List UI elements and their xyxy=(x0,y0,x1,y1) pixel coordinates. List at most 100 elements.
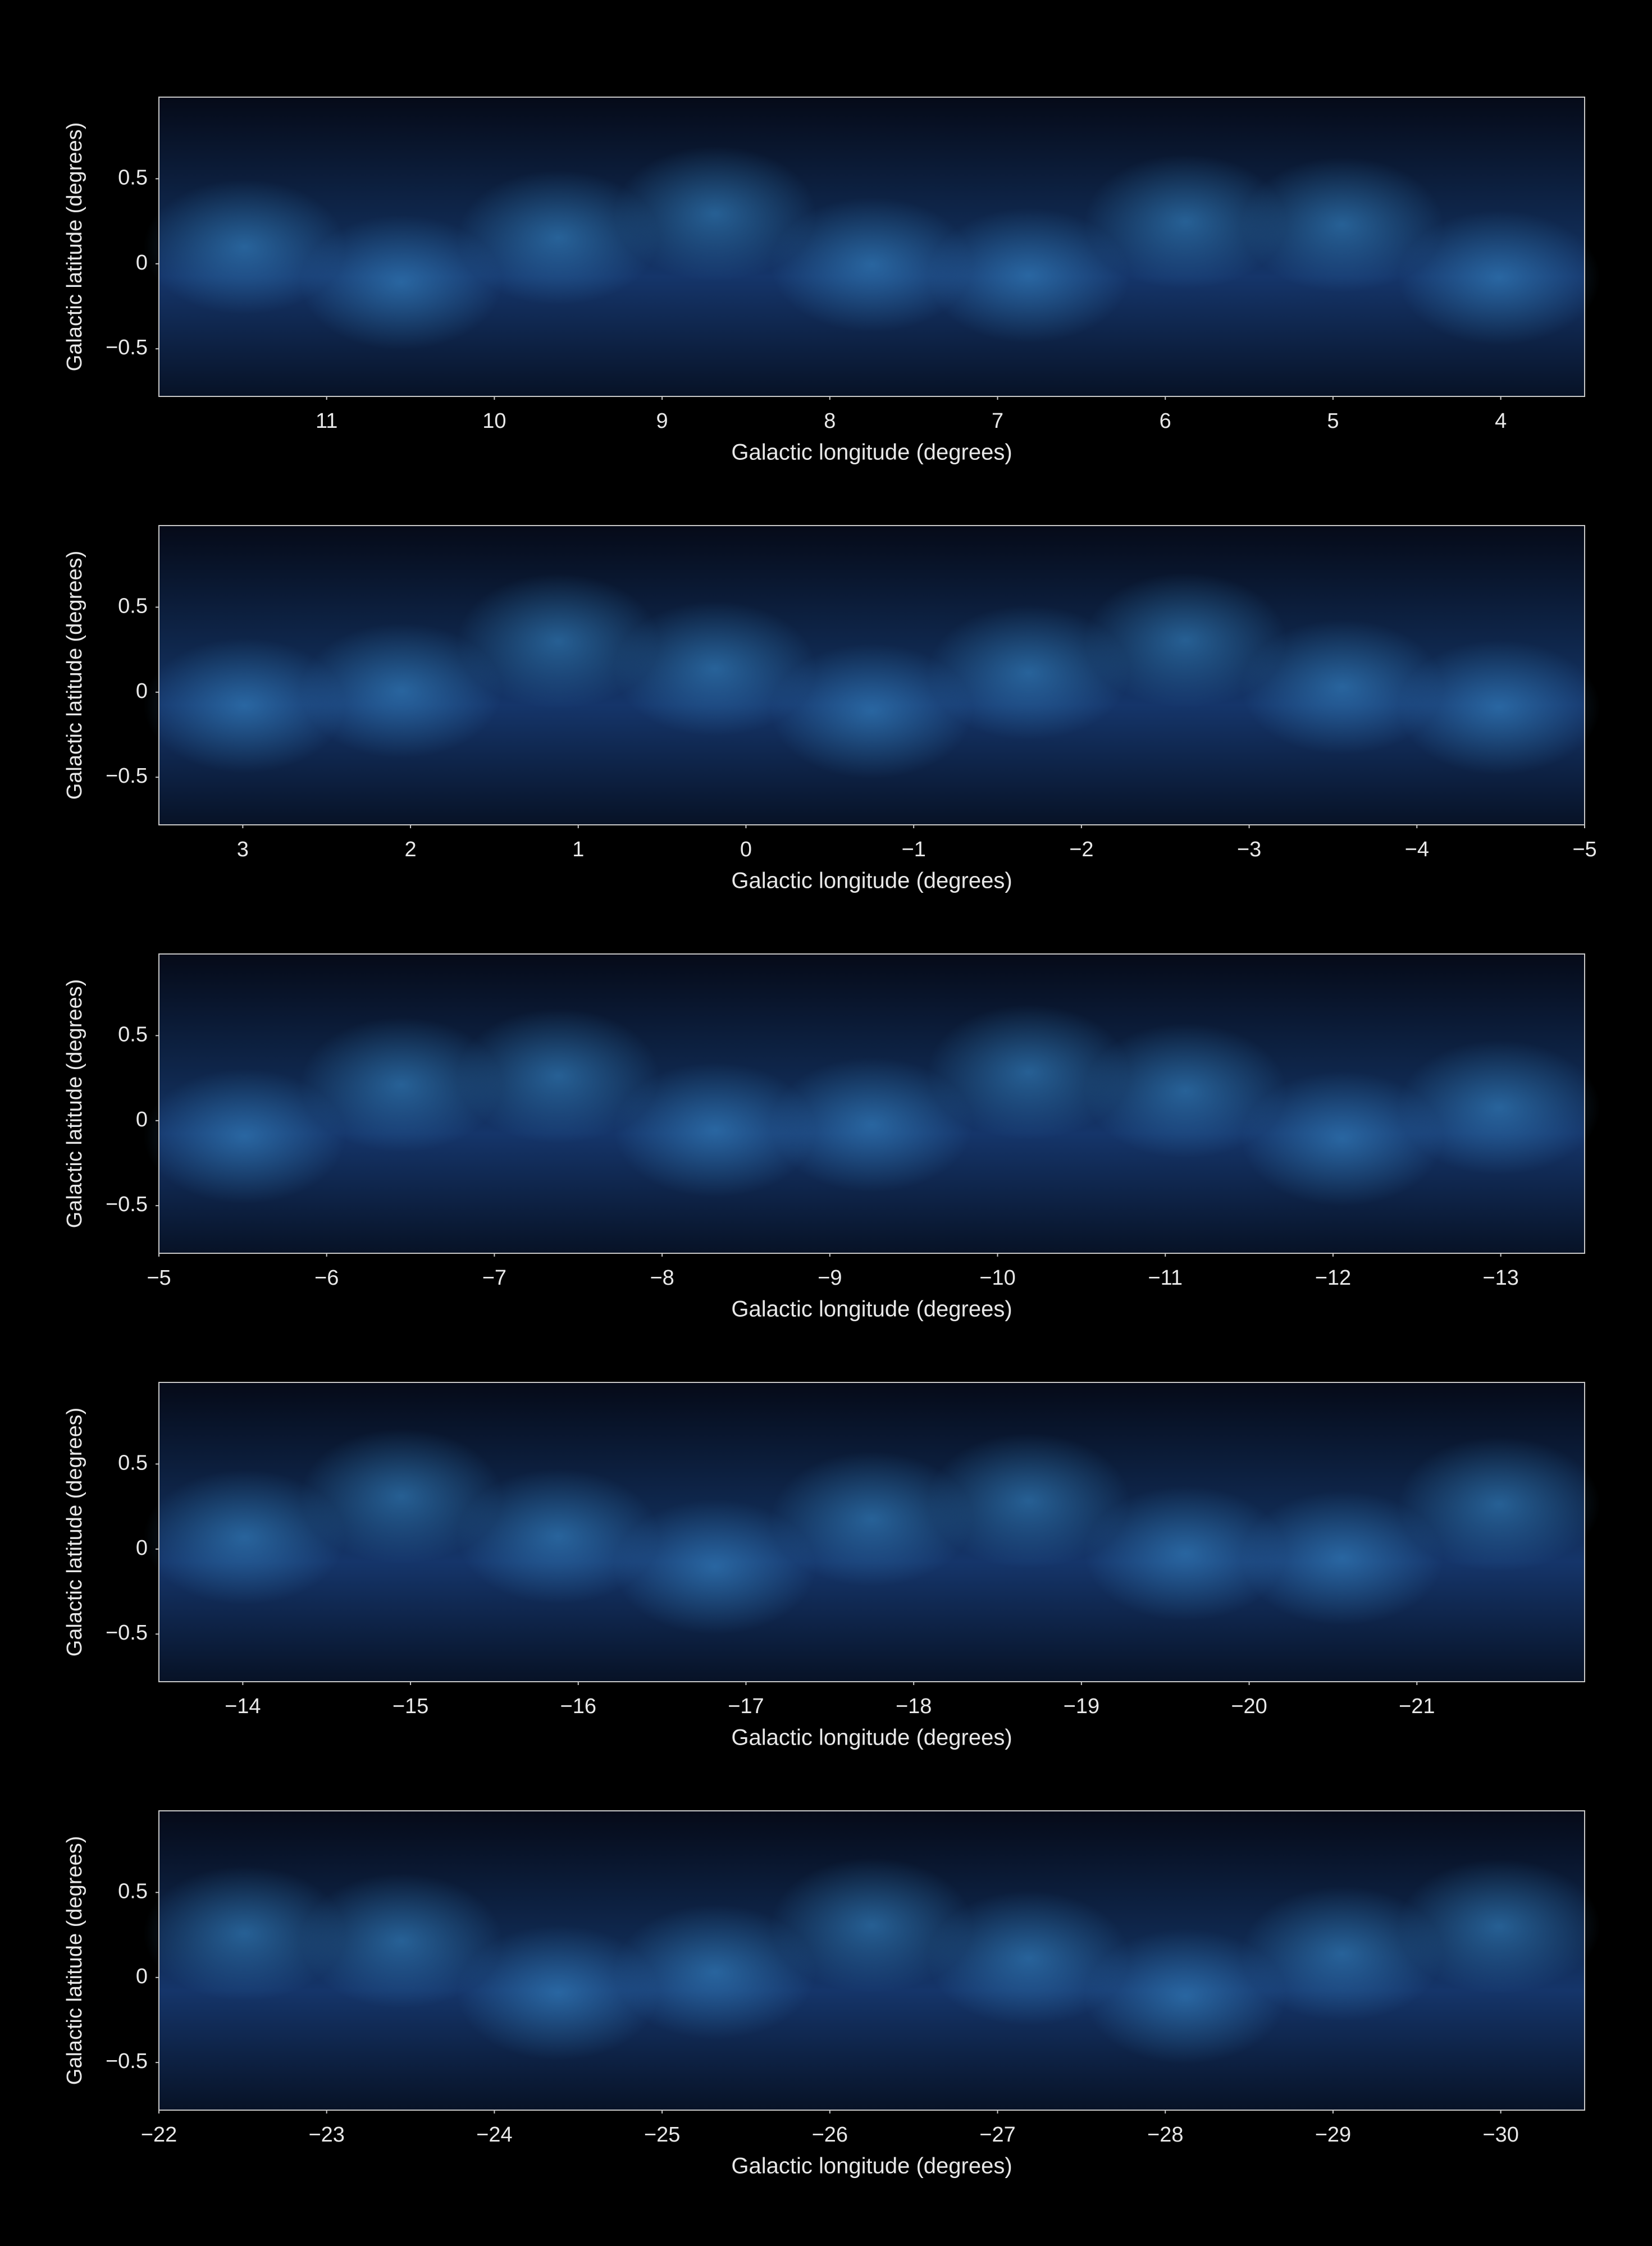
x-tick-label: −12 xyxy=(1315,1266,1351,1290)
nebula-glow xyxy=(143,179,346,314)
x-tick-label: −15 xyxy=(393,1695,428,1718)
x-tick-label: −22 xyxy=(141,2123,177,2147)
y-tick-label: 0.5 xyxy=(118,1022,148,1046)
x-tick-label: −5 xyxy=(1572,838,1596,861)
x-tick-label: −17 xyxy=(728,1695,764,1718)
nebula-glow xyxy=(1398,640,1600,775)
nebula-glow xyxy=(143,1469,346,1605)
nebula-glow xyxy=(770,1057,973,1192)
y-axis-label: Galactic latitude (degrees) xyxy=(63,122,86,372)
x-tick-label: −11 xyxy=(1148,1266,1183,1290)
nebula-glow xyxy=(1398,210,1600,345)
x-axis-label: Galactic longitude (degrees) xyxy=(731,440,1012,465)
nebula-glow xyxy=(1084,1023,1287,1158)
nebula-glow xyxy=(927,208,1130,343)
nebula-glow xyxy=(1241,619,1444,755)
y-tick-label: 0.5 xyxy=(118,1451,148,1474)
nebula-glow xyxy=(1398,1436,1600,1572)
y-tick-label: 0 xyxy=(136,1536,148,1560)
nebula-glow xyxy=(457,1925,659,2060)
x-tick-label: −21 xyxy=(1399,1695,1435,1718)
x-axis-label: Galactic longitude (degrees) xyxy=(731,1297,1012,1322)
x-tick-label: −13 xyxy=(1482,1266,1518,1290)
plot-frame xyxy=(158,97,1585,397)
nebula-glow xyxy=(300,623,503,758)
y-tick-label: −0.5 xyxy=(106,764,148,788)
nebula-glow xyxy=(770,643,973,779)
y-tick-label: 0 xyxy=(136,679,148,703)
nebula-glow xyxy=(770,1451,973,1587)
x-tick-label: 9 xyxy=(656,409,668,433)
nebula-glow xyxy=(614,1062,816,1198)
x-tick-label: −29 xyxy=(1315,2123,1351,2147)
x-tick-label: −25 xyxy=(644,2123,680,2147)
x-tick-label: −16 xyxy=(560,1695,596,1718)
plot-frame xyxy=(158,525,1585,825)
nebula-glow xyxy=(1084,154,1287,289)
nebula-glow xyxy=(614,601,816,736)
x-tick-label: −2 xyxy=(1069,838,1093,861)
x-tick-label: −28 xyxy=(1147,2123,1183,2147)
y-tick-label: −0.5 xyxy=(106,2049,148,2073)
x-tick-label: −14 xyxy=(225,1695,261,1718)
x-tick-label: 10 xyxy=(482,409,506,433)
nebula-glow xyxy=(927,605,1130,740)
y-tick-label: 0 xyxy=(136,1108,148,1131)
x-tick-label: −3 xyxy=(1237,838,1261,861)
x-tick-label: −6 xyxy=(314,1266,339,1290)
nebula-glow xyxy=(300,1873,503,2008)
nebula-glow xyxy=(1084,1486,1287,1621)
nebula-glow xyxy=(457,170,659,305)
nebula-glow xyxy=(1084,1929,1287,2064)
x-axis-label: Galactic longitude (degrees) xyxy=(731,869,1012,893)
x-axis-label: Galactic longitude (degrees) xyxy=(731,2154,1012,2179)
y-tick-label: 0.5 xyxy=(118,1879,148,1903)
plot-frame xyxy=(158,953,1585,1254)
x-tick-label: 6 xyxy=(1160,409,1171,433)
y-axis-label: Galactic latitude (degrees) xyxy=(63,1836,86,2085)
nebula-glow xyxy=(770,1857,973,1993)
y-axis-label: Galactic latitude (degrees) xyxy=(63,551,86,800)
x-tick-label: −26 xyxy=(812,2123,848,2147)
nebula-glow xyxy=(300,1017,503,1152)
y-tick-label: −0.5 xyxy=(106,336,148,359)
x-tick-label: 3 xyxy=(237,838,249,861)
nebula-glow xyxy=(300,1428,503,1564)
y-tick-label: 0.5 xyxy=(118,166,148,189)
nebula-glow xyxy=(770,197,973,332)
plot-frame xyxy=(158,1810,1585,2111)
nebula-glow xyxy=(1241,1490,1444,1626)
x-tick-label: −24 xyxy=(476,2123,512,2147)
nebula-glow xyxy=(300,214,503,350)
x-tick-label: −18 xyxy=(896,1695,932,1718)
y-axis-label: Galactic latitude (degrees) xyxy=(63,979,86,1229)
nebula-glow xyxy=(1084,572,1287,707)
nebula-glow xyxy=(614,1499,816,1635)
x-tick-label: −7 xyxy=(482,1266,506,1290)
x-tick-label: −27 xyxy=(979,2123,1015,2147)
nebula-glow xyxy=(143,1069,346,1204)
nebula-glow xyxy=(457,1008,659,1144)
x-tick-label: −1 xyxy=(902,838,926,861)
plot-frame xyxy=(158,1382,1585,1682)
x-tick-label: −8 xyxy=(650,1266,674,1290)
nebula-glow xyxy=(457,1468,659,1604)
y-tick-label: −0.5 xyxy=(106,1621,148,1645)
x-tick-label: 1 xyxy=(572,838,584,861)
nebula-glow xyxy=(1241,1071,1444,1206)
y-tick-label: 0 xyxy=(136,251,148,275)
nebula-glow xyxy=(927,1891,1130,2026)
x-tick-label: 2 xyxy=(404,838,416,861)
x-tick-label: 4 xyxy=(1495,409,1507,433)
nebula-glow xyxy=(1398,1859,1600,1994)
y-tick-label: 0.5 xyxy=(118,594,148,618)
nebula-glow xyxy=(614,1904,816,2039)
x-tick-label: 0 xyxy=(740,838,752,861)
y-tick-label: −0.5 xyxy=(106,1193,148,1216)
x-tick-label: −5 xyxy=(147,1266,171,1290)
x-tick-label: −30 xyxy=(1482,2123,1518,2147)
y-axis-label: Galactic latitude (degrees) xyxy=(63,1408,86,1657)
nebula-glow xyxy=(927,1005,1130,1140)
x-tick-label: −20 xyxy=(1231,1695,1267,1718)
